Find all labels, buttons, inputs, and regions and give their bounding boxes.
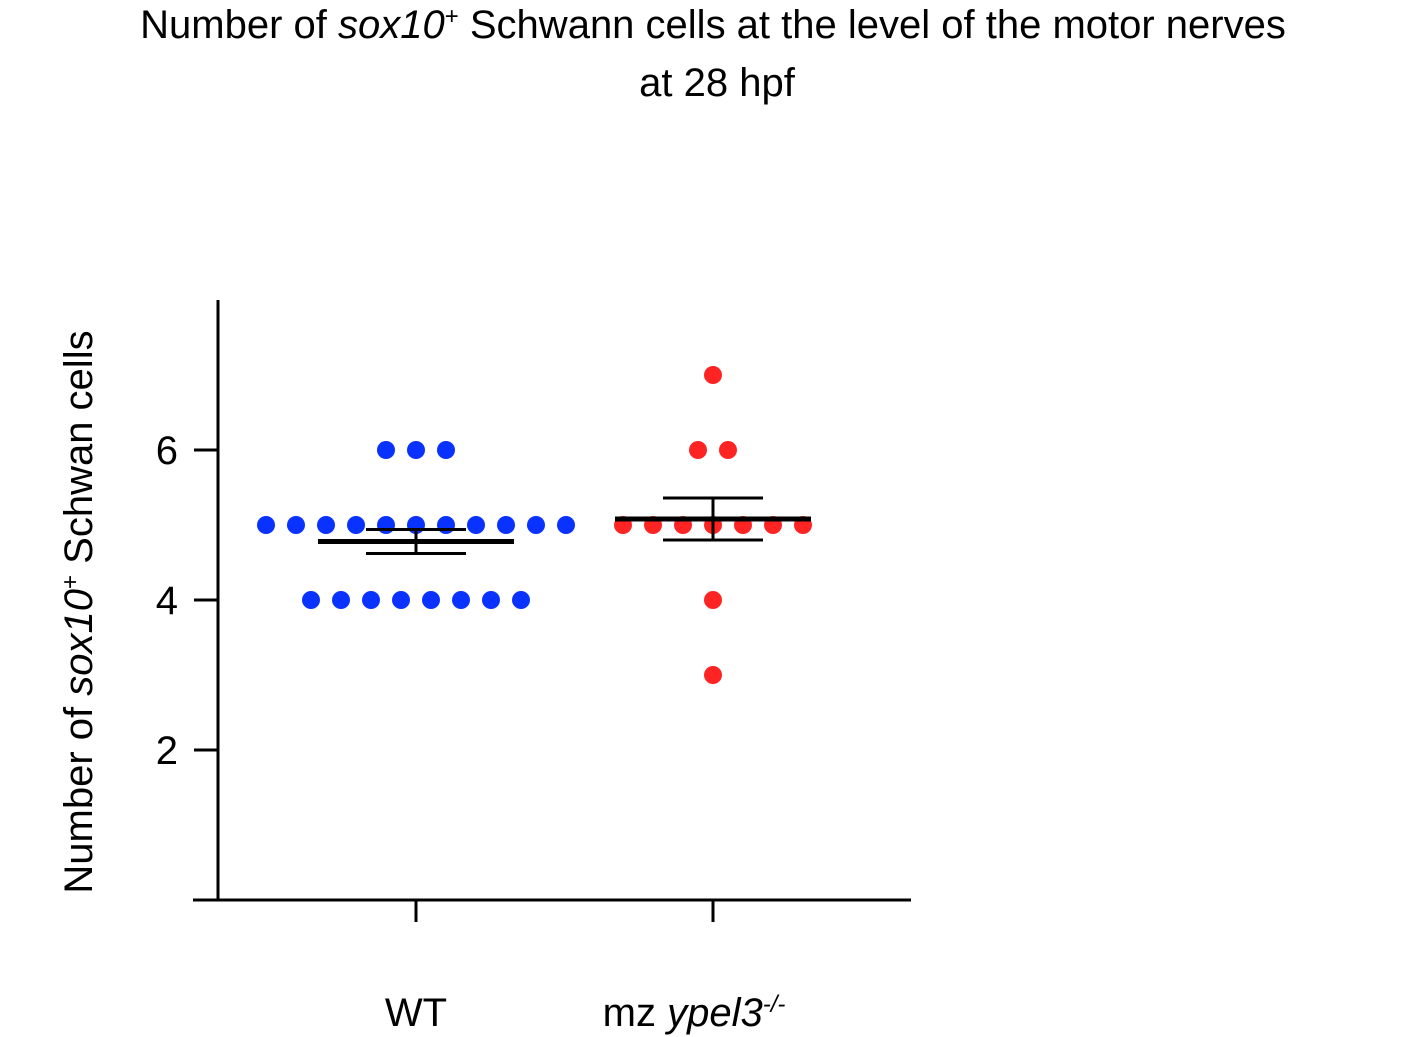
category-label-wt: WT [385,991,447,1035]
data-point [497,516,515,534]
x-ticks [414,900,715,922]
data-point [302,591,320,609]
data-point [704,366,722,384]
chart-title-line-2: at 28 hpf [639,61,796,105]
data-point [482,591,500,609]
y-axis-label: Number of sox10+ Schwan cells [57,330,101,893]
chart-title-line-1: Number of sox10+ Schwann cells at the le… [140,3,1286,47]
data-point [422,591,440,609]
data-point [347,516,365,534]
data-point [557,516,575,534]
data-point [527,516,545,534]
data-point [287,516,305,534]
category-label-mz-ypel3: mz ypel3-/- [603,991,786,1035]
cat-mz-superscript: -/- [763,991,786,1018]
cat-wt-label: WT [385,991,447,1035]
title-gene: sox10 [338,3,445,47]
data-point [377,516,395,534]
ylabel-suffix: Schwan cells [57,330,101,575]
y-ticks: 2 4 6 [156,429,218,773]
data-point [437,441,455,459]
data-points [257,366,812,684]
cat-mz-gene: ypel3 [664,991,763,1035]
y-tick-label-2: 2 [156,729,178,773]
data-point [377,441,395,459]
mean-sem-bars [318,496,811,555]
data-point [407,441,425,459]
data-point [437,516,455,534]
title-suffix: Schwann cells at the level of the motor … [459,3,1286,47]
ylabel-prefix: Number of [57,696,101,894]
data-point [317,516,335,534]
data-point [452,591,470,609]
ylabel-superscript: + [57,575,84,589]
data-point [512,591,530,609]
data-point [719,441,737,459]
cat-mz-label: mz [603,991,667,1035]
ylabel-gene: sox10 [57,589,101,696]
title-prefix: Number of [140,3,338,47]
data-point [332,591,350,609]
y-tick-label-4: 4 [156,579,178,623]
y-tick-label-6: 6 [156,429,178,473]
data-point [467,516,485,534]
data-point [392,591,410,609]
data-point [257,516,275,534]
data-point [704,591,722,609]
data-point [704,666,722,684]
data-point [689,441,707,459]
data-point [362,591,380,609]
title-superscript: + [445,3,459,30]
